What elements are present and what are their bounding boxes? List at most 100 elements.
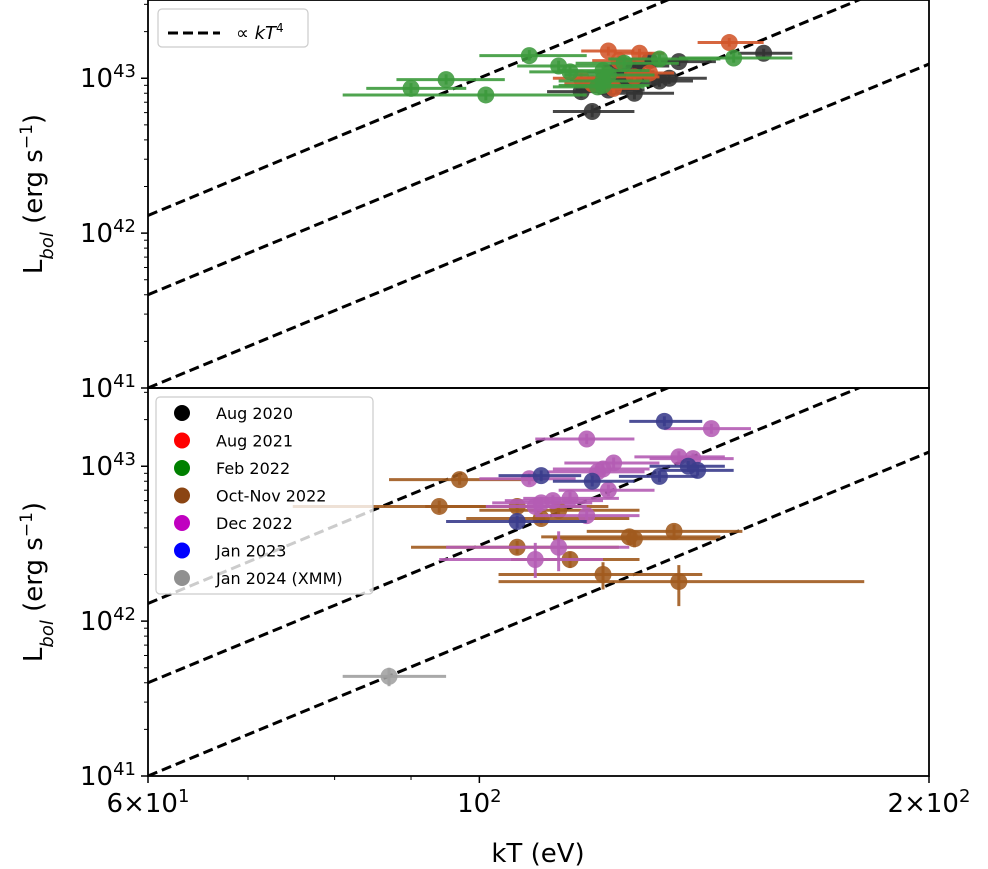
data-point: [532, 467, 550, 485]
data-point: [578, 430, 596, 448]
data-point: [589, 78, 607, 96]
data-point: [615, 54, 633, 72]
data-point: [650, 50, 668, 68]
y-axis-label-top: Lbol (erg s−1): [17, 114, 58, 274]
y-tick-exponent: 41: [113, 371, 136, 392]
legend-bottom: Aug 2020 Aug 2021 Feb 2022 Oct-Nov 2022 Dec …: [155, 396, 374, 595]
data-point: [526, 550, 544, 568]
data-point: [508, 512, 526, 530]
kt4-reference-line: [148, 0, 672, 217]
y-tick-exponent: 42: [113, 216, 136, 237]
data-point: [550, 538, 568, 556]
y-tick-base: 10: [80, 452, 113, 482]
legend-marker: [174, 405, 190, 421]
data-point: [526, 497, 544, 515]
x-tick-label: 2×102: [888, 786, 971, 820]
x-tick-mantissa: 2: [888, 789, 905, 819]
x-tick-base: 10: [926, 789, 959, 819]
y-tick-label: 1043: [80, 61, 136, 95]
data-point: [725, 49, 743, 67]
plot-frame-top: [147, 0, 930, 389]
data-point: [520, 47, 538, 65]
y-tick-exponent: 41: [113, 759, 136, 780]
x-tick-exponent: 2: [490, 786, 501, 807]
legend-entry-label: Aug 2020: [216, 404, 293, 423]
x-tick-label: 102: [457, 786, 502, 820]
data-point: [720, 34, 738, 52]
x-tick-times: ×: [904, 789, 926, 819]
data-point: [650, 467, 668, 485]
legend-marker: [174, 487, 190, 504]
data-series-top: [342, 34, 793, 120]
data-point: [625, 530, 643, 548]
legend-entry-label: Dec 2022: [216, 514, 293, 533]
legend-marker: [174, 460, 190, 476]
y-tick-label: 1043: [80, 449, 136, 483]
kt4-reference-line: [148, 62, 929, 388]
data-point: [665, 522, 683, 540]
x-tick-mantissa: 6: [107, 789, 124, 819]
legend-entry-label: Feb 2022: [216, 459, 290, 478]
legend-box-top: [157, 8, 309, 48]
data-point: [380, 667, 398, 685]
y-tick-exponent: 42: [113, 604, 136, 625]
x-tick-base: 10: [457, 789, 490, 819]
y-tick-base: 10: [80, 762, 113, 792]
data-point: [578, 507, 596, 525]
legend-entry-label: Oct-Nov 2022: [216, 487, 326, 506]
x-tick-exponent: 2: [959, 786, 970, 807]
x-tick-exponent: 1: [178, 786, 189, 807]
data-series-bottom: [292, 412, 865, 687]
legend-box-bottom: [155, 396, 374, 595]
y-tick-base: 10: [80, 374, 113, 404]
legend-marker: [174, 432, 190, 449]
data-point: [670, 53, 688, 71]
legend-marker: [174, 570, 190, 586]
y-tick-label: 1041: [80, 371, 136, 405]
x-tick-label: 6×101: [107, 786, 190, 820]
y-tick-base: 10: [80, 219, 113, 249]
legend-entry-label: Aug 2021: [216, 432, 293, 451]
data-point: [670, 573, 688, 591]
legend-marker: [174, 515, 190, 531]
data-point: [599, 481, 617, 499]
data-point: [437, 71, 455, 89]
data-point: [689, 461, 707, 479]
x-axis-label: kT (eV): [491, 839, 584, 869]
y-axis-label-bottom: Lbol (erg s−1): [17, 502, 58, 662]
kt4-reference-line: [148, 0, 863, 297]
data-point: [594, 565, 612, 583]
plot-frame-bottom: [147, 387, 930, 777]
x-tick-times: ×: [123, 789, 145, 819]
x-tick-base: 10: [145, 789, 178, 819]
y-tick-base: 10: [80, 64, 113, 94]
y-tick-exponent: 43: [113, 61, 136, 82]
data-point: [655, 412, 673, 430]
data-point: [451, 471, 469, 489]
x-axis: 6×101 102 2×102: [107, 776, 971, 820]
y-tick-exponent: 43: [113, 449, 136, 470]
legend-marker: [174, 542, 190, 559]
data-point: [477, 86, 495, 104]
data-point: [641, 64, 659, 82]
kt4-reference-line: [148, 450, 929, 776]
legend-top: ∝ kT4: [157, 8, 309, 48]
y-tick-label: 1041: [80, 759, 136, 793]
legend-entry-label: Jan 2023: [215, 542, 286, 561]
y-tick-label: 1042: [80, 216, 136, 250]
y-tick-base: 10: [80, 607, 113, 637]
legend-kt4-label: ∝ kT4: [236, 21, 284, 44]
data-point: [583, 102, 601, 120]
data-point: [630, 44, 648, 62]
legend-entry-label: Jan 2024 (XMM): [215, 569, 343, 588]
data-point: [402, 79, 420, 97]
y-tick-label: 1042: [80, 604, 136, 638]
data-point: [702, 420, 720, 438]
reference-lines-top: [148, 0, 929, 388]
data-point: [583, 472, 601, 490]
